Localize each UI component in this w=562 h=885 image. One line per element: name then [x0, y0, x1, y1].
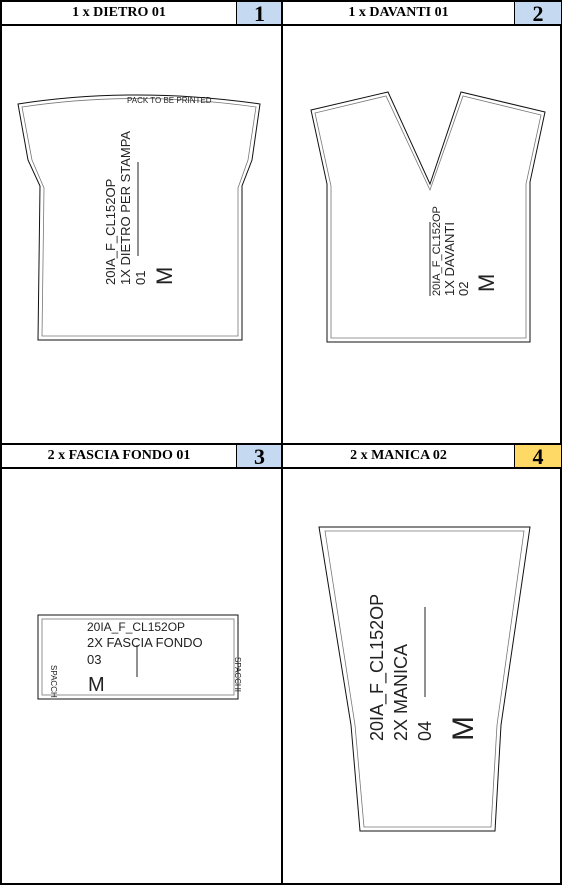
- panel-3-title: 2 x FASCIA FONDO 01: [47, 448, 191, 463]
- sleeve-label-num: 04: [415, 721, 435, 741]
- band-label-code: 20IA_F_CL152OP: [87, 620, 185, 634]
- panel-3-drawing: 20IA_F_CL152OP 2X FASCIA FONDO 03 M SPAC…: [37, 614, 242, 700]
- pack-note: PACK TO BE PRINTED: [127, 96, 212, 105]
- panel-4-header: 2 x MANICA 02 4: [283, 445, 561, 469]
- front-label-code: 20IA_F_CL152OP: [431, 206, 443, 296]
- front-label-desc: 1X DAVANTI: [442, 222, 457, 296]
- band-pattern-piece: [37, 614, 239, 700]
- front-label-size: M: [474, 274, 499, 292]
- front-label-num: 02: [456, 282, 471, 296]
- back-label-size: M: [152, 267, 177, 285]
- back-pattern-piece: [17, 94, 261, 341]
- panel-2-number-badge: 2: [514, 2, 561, 26]
- panel-divider-vertical: [281, 0, 283, 885]
- panel-4-drawing: 20IA_F_CL152OP 2X MANICA 04 M: [318, 526, 531, 832]
- sleeve-label-code: 20IA_F_CL152OP: [367, 594, 388, 741]
- panel-1-number-badge: 1: [236, 2, 282, 26]
- panel-4-title: 2 x MANICA 02: [350, 448, 447, 463]
- panel-3-number-badge: 3: [236, 445, 282, 469]
- band-label-desc: 2X FASCIA FONDO: [87, 635, 203, 650]
- back-label-num: 01: [133, 271, 148, 285]
- back-label-code: 20IA_F_CL152OP: [103, 179, 118, 285]
- panel-4-number-badge: 4: [514, 445, 561, 469]
- panel-1-header: 1 x DIETRO 01 1: [2, 2, 282, 26]
- panel-1-drawing: PACK TO BE PRINTED 20IA_F_CL152OP 1X DIE…: [17, 94, 261, 341]
- panel-2-header: 1 x DAVANTI 01 2: [283, 2, 561, 26]
- band-label-size: M: [88, 674, 105, 696]
- sleeve-label-size: M: [447, 716, 480, 741]
- panel-3-header: 2 x FASCIA FONDO 01 3: [2, 445, 282, 469]
- front-pattern-piece: [310, 91, 546, 343]
- band-slit-note-right: SPACCHI: [233, 657, 242, 692]
- panel-2-title: 1 x DAVANTI 01: [348, 5, 449, 20]
- back-label-desc: 1X DIETRO PER STAMPA: [118, 131, 133, 285]
- sleeve-label-desc: 2X MANICA: [391, 644, 411, 741]
- panel-divider-horizontal: [0, 443, 562, 445]
- panel-1-title: 1 x DIETRO 01: [72, 5, 166, 20]
- panel-2-drawing: 20IA_F_CL152OP 1X DAVANTI 02 M: [310, 91, 546, 343]
- band-label-num: 03: [87, 652, 101, 667]
- band-slit-note-left: SPACCHI: [49, 665, 58, 700]
